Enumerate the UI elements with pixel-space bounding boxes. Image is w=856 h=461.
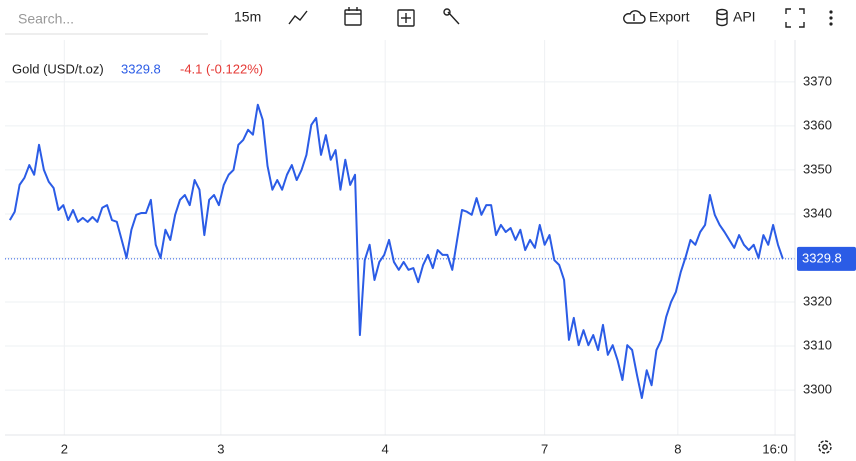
calendar-icon[interactable] bbox=[344, 7, 362, 26]
x-tick-label: 7 bbox=[541, 441, 548, 456]
legend-price: 3329.8 bbox=[121, 61, 161, 76]
legend-title: Gold (USD/t.oz) bbox=[12, 61, 104, 76]
search-box[interactable]: Search... bbox=[18, 11, 74, 27]
chart-type-icon[interactable] bbox=[288, 10, 308, 25]
x-tick-label: 4 bbox=[382, 441, 389, 456]
settings-wrench-icon[interactable] bbox=[443, 8, 460, 25]
last-price-tag bbox=[797, 246, 856, 271]
more-icon[interactable] bbox=[829, 10, 833, 26]
price-line bbox=[8, 103, 784, 400]
export-button[interactable]: Export bbox=[649, 9, 690, 25]
y-tick-label: 3350 bbox=[803, 161, 832, 176]
y-tick-label: 3310 bbox=[803, 337, 832, 352]
x-tick-label: 3 bbox=[217, 441, 224, 456]
export-icon[interactable] bbox=[623, 10, 646, 24]
y-tick-label: 3300 bbox=[803, 382, 832, 397]
last-price-label: 3329.8 bbox=[802, 250, 842, 265]
add-indicator-icon[interactable] bbox=[397, 9, 415, 27]
api-icon[interactable] bbox=[716, 8, 728, 27]
x-tick-label: 8 bbox=[674, 441, 681, 456]
y-tick-label: 3360 bbox=[803, 117, 832, 132]
api-button[interactable]: API bbox=[733, 9, 756, 25]
x-tick-label: 2 bbox=[61, 441, 68, 456]
x-tick-label: 16:0 bbox=[762, 441, 787, 456]
legend-change: -4.1 (-0.122%) bbox=[180, 61, 263, 76]
y-tick-label: 3320 bbox=[803, 293, 832, 308]
y-tick-label: 3340 bbox=[803, 205, 832, 220]
interval-button[interactable]: 15m bbox=[234, 9, 261, 25]
settings-gear-icon[interactable] bbox=[818, 440, 832, 454]
fullscreen-icon[interactable] bbox=[785, 8, 805, 28]
plot-area bbox=[5, 40, 795, 435]
y-tick-label: 3370 bbox=[803, 73, 832, 88]
